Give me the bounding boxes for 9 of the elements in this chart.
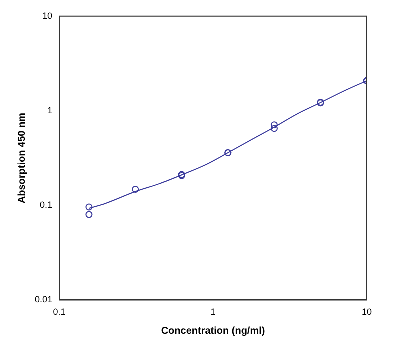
y-tick-label: 0.1: [40, 200, 53, 210]
y-axis-title: Absorption 450 nm: [16, 112, 28, 204]
x-tick-label: 1: [210, 307, 216, 318]
y-tick-label: 0.01: [34, 294, 53, 305]
y-tick-label: 1: [48, 105, 53, 116]
x-axis-title: Concentration (ng/ml): [161, 326, 266, 337]
x-tick-label: 0.1: [53, 307, 66, 318]
x-tick-label: 10: [362, 307, 372, 318]
y-tick-label: 10: [42, 10, 53, 21]
